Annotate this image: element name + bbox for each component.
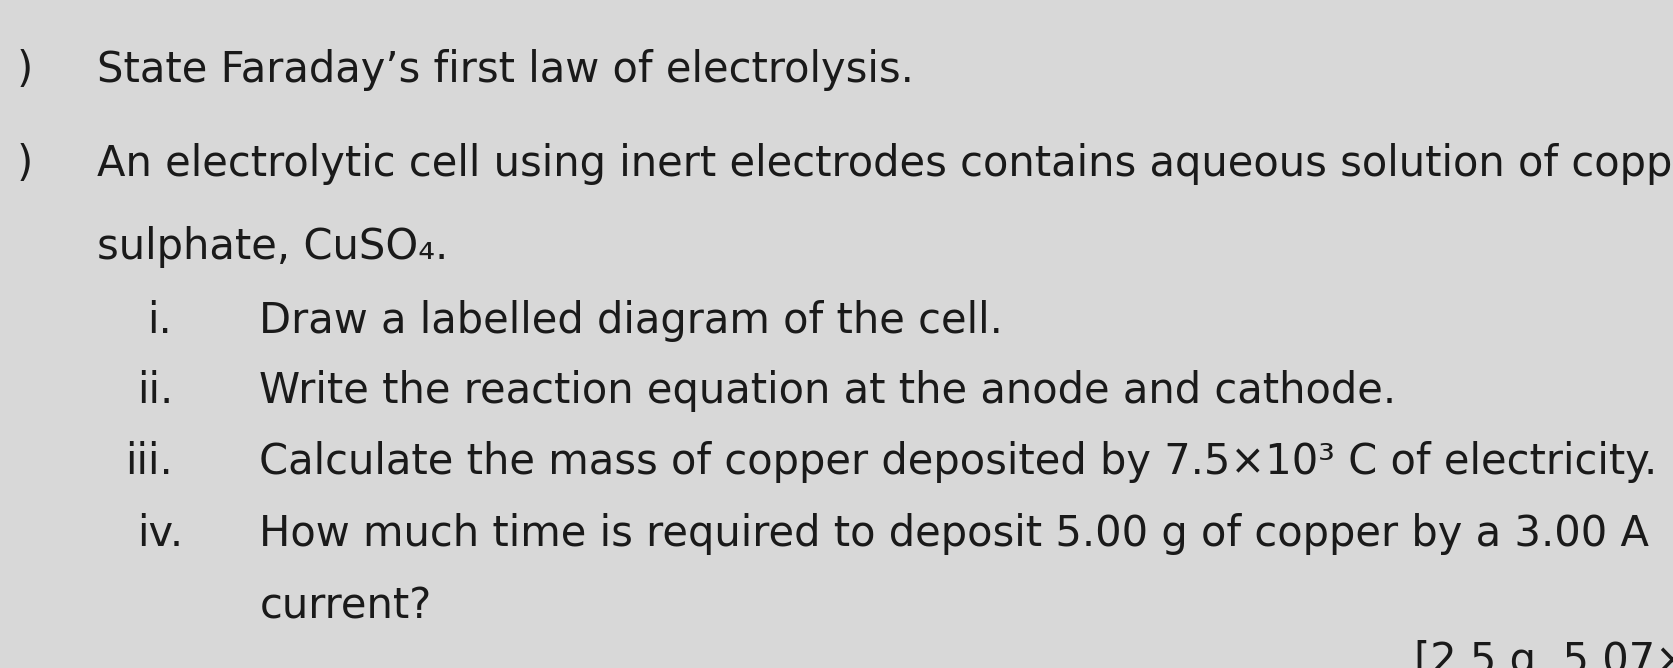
Text: ii.: ii. [137, 370, 174, 411]
Text: iv.: iv. [137, 514, 184, 555]
Text: [2.5 g, 5.07×10³ s @ 84.4 min]: [2.5 g, 5.07×10³ s @ 84.4 min] [1414, 641, 1673, 668]
Text: An electrolytic cell using inert electrodes contains aqueous solution of copper: An electrolytic cell using inert electro… [97, 143, 1673, 184]
Text: ): ) [17, 143, 33, 184]
Text: Draw a labelled diagram of the cell.: Draw a labelled diagram of the cell. [259, 300, 1004, 341]
Text: current?: current? [259, 586, 432, 627]
Text: Write the reaction equation at the anode and cathode.: Write the reaction equation at the anode… [259, 370, 1397, 411]
Text: How much time is required to deposit 5.00 g of copper by a 3.00 A: How much time is required to deposit 5.0… [259, 514, 1650, 555]
Text: iii.: iii. [125, 442, 174, 483]
Text: ): ) [17, 49, 33, 91]
Text: i.: i. [147, 300, 172, 341]
Text: State Faraday’s first law of electrolysis.: State Faraday’s first law of electrolysi… [97, 49, 913, 91]
Text: sulphate, CuSO₄.: sulphate, CuSO₄. [97, 226, 448, 268]
Text: Calculate the mass of copper deposited by 7.5×10³ C of electricity.: Calculate the mass of copper deposited b… [259, 442, 1658, 483]
